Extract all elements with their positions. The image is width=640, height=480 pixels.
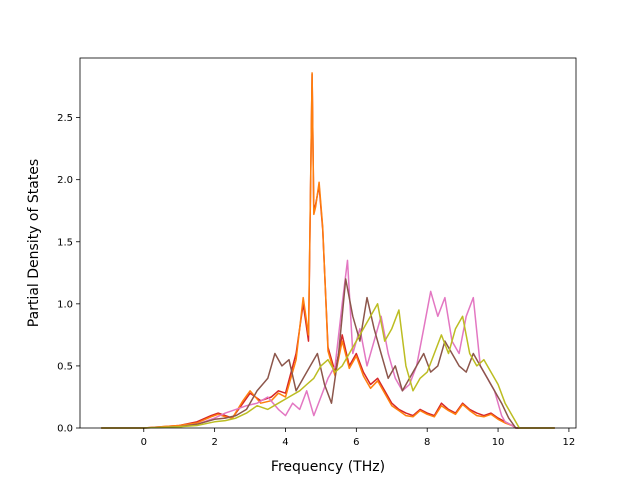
y-tick-label: 1.0 <box>57 299 73 310</box>
x-axis-title: Frequency (THz) <box>271 459 385 475</box>
series-line-5 <box>101 303 555 429</box>
axes-layer: 0 2 4 6 8 10 12 0.0 0.5 1.0 1.5 2.0 2.5 <box>57 57 577 448</box>
plot-frame <box>79 57 577 429</box>
x-tick-label: 12 <box>563 437 576 448</box>
y-tick-label: 0.5 <box>57 361 73 372</box>
y-tick-label: 0.0 <box>57 424 73 435</box>
series-line-4 <box>101 278 555 429</box>
y-tick-label: 1.5 <box>57 237 73 248</box>
x-tick-label: 0 <box>141 437 147 448</box>
series-line-2 <box>101 72 555 429</box>
x-tick-label: 10 <box>492 437 505 448</box>
series-line-1 <box>101 73 555 429</box>
y-tick-label: 2.5 <box>57 113 73 124</box>
y-axis-title: Partial Density of States <box>26 159 42 327</box>
x-tick-label: 8 <box>424 437 430 448</box>
y-tick-label: 2.0 <box>57 175 73 186</box>
x-tick-label: 2 <box>211 437 217 448</box>
x-tick-label: 6 <box>353 437 359 448</box>
series-layer <box>101 72 555 429</box>
x-tick-label: 4 <box>282 437 288 448</box>
plot-area <box>80 58 576 428</box>
